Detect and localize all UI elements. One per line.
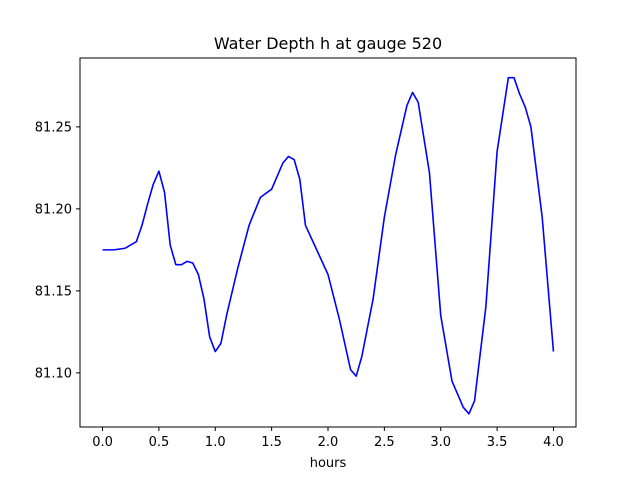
x-tick-label: 4.0 — [543, 435, 564, 450]
x-tick-label: 1.0 — [205, 435, 226, 450]
x-tick-label: 0.0 — [92, 435, 113, 450]
x-tick-label: 2.0 — [318, 435, 339, 450]
y-tick-label: 81.10 — [35, 366, 72, 381]
x-tick-label: 0.5 — [149, 435, 170, 450]
x-tick-label: 1.5 — [261, 435, 282, 450]
chart-title: Water Depth h at gauge 520 — [214, 34, 442, 53]
y-tick-label: 81.15 — [35, 284, 72, 299]
y-tick-label: 81.20 — [35, 202, 72, 217]
x-tick-label: 2.5 — [374, 435, 395, 450]
y-tick-label: 81.25 — [35, 120, 72, 135]
x-axis-label: hours — [310, 456, 347, 471]
series-line-0 — [102, 76, 555, 415]
x-tick-label: 3.5 — [487, 435, 508, 450]
x-tick-label: 3.0 — [430, 435, 451, 450]
x-axis: 0.0 0.5 1.0 1.5 2.0 2.5 3.0 3.5 4.0 — [92, 427, 564, 450]
y-axis: 81.10 81.15 81.20 81.25 — [35, 120, 80, 381]
